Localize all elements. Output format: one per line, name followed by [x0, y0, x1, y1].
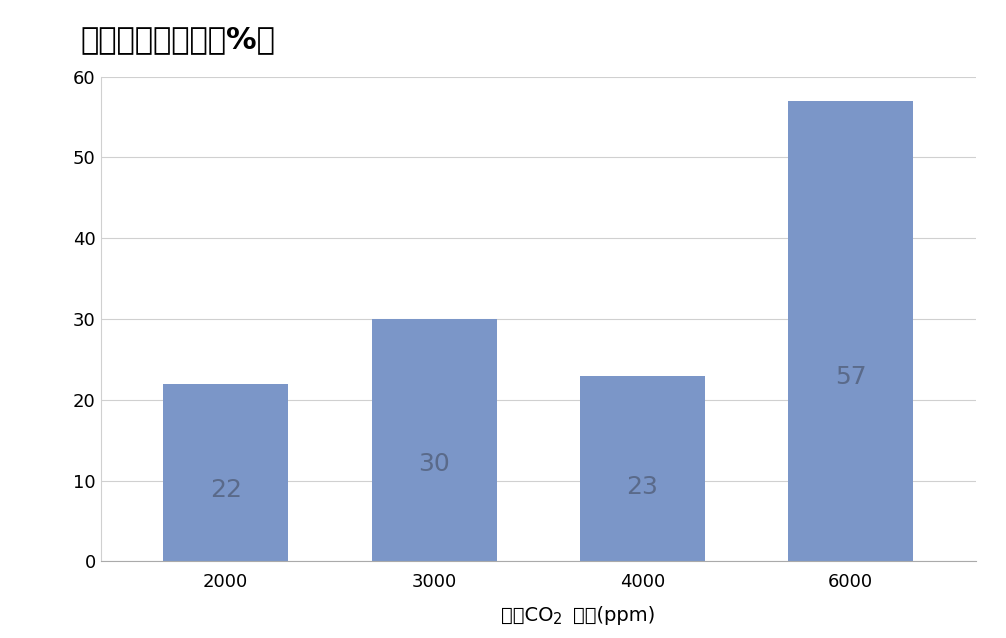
Text: 23: 23: [627, 475, 658, 499]
Bar: [789, 101, 913, 561]
Bar: [371, 319, 497, 561]
Bar: [163, 383, 288, 561]
Text: 2: 2: [553, 611, 562, 627]
Text: 57: 57: [835, 365, 866, 389]
Text: 30: 30: [418, 452, 450, 477]
Text: 22: 22: [209, 478, 241, 502]
Bar: [579, 376, 705, 561]
Text: 気中CO: 気中CO: [501, 606, 553, 625]
Text: 乾物重量増加率（%）: 乾物重量増加率（%）: [80, 26, 276, 54]
Text: 濃度(ppm): 濃度(ppm): [573, 606, 656, 625]
